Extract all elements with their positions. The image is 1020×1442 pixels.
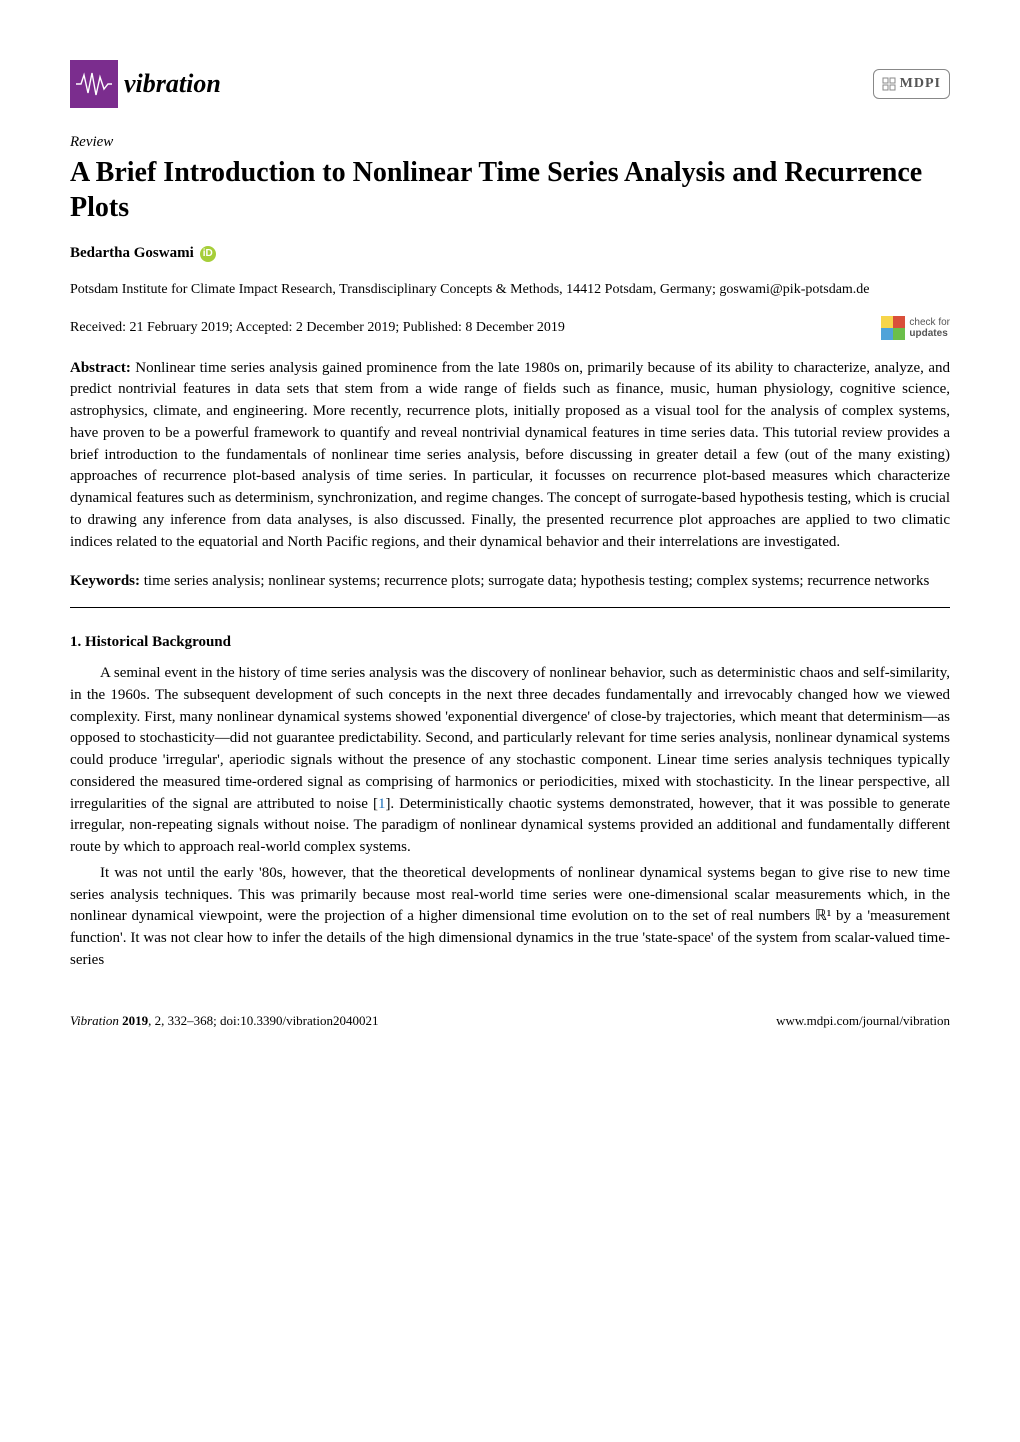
footer-citation: , 2, 332–368; doi:10.3390/vibration20400… bbox=[148, 1013, 378, 1028]
crossmark-text-1: check for bbox=[909, 317, 950, 328]
journal-logo-icon bbox=[70, 60, 118, 108]
para1-part-a: A seminal event in the history of time s… bbox=[70, 665, 950, 812]
body-paragraph-2: It was not until the early '80s, however… bbox=[70, 863, 950, 972]
footer-row: Vibration 2019, 2, 332–368; doi:10.3390/… bbox=[70, 1012, 950, 1030]
crossmark-badge[interactable]: check for updates bbox=[881, 316, 950, 340]
abstract-text: Nonlinear time series analysis gained pr… bbox=[70, 360, 950, 550]
footer-left: Vibration 2019, 2, 332–368; doi:10.3390/… bbox=[70, 1012, 379, 1030]
article-title: A Brief Introduction to Nonlinear Time S… bbox=[70, 155, 950, 225]
section-heading: 1. Historical Background bbox=[70, 632, 950, 653]
affiliation: Potsdam Institute for Climate Impact Res… bbox=[70, 280, 950, 300]
author-row: Bedartha Goswami iD bbox=[70, 243, 950, 264]
publication-dates: Received: 21 February 2019; Accepted: 2 … bbox=[70, 318, 565, 338]
crossmark-q3 bbox=[881, 328, 893, 340]
footer-url[interactable]: www.mdpi.com/journal/vibration bbox=[776, 1012, 950, 1030]
journal-logo: vibration bbox=[70, 60, 221, 108]
dates-row: Received: 21 February 2019; Accepted: 2 … bbox=[70, 316, 950, 340]
body-paragraph-1: A seminal event in the history of time s… bbox=[70, 663, 950, 859]
header-row: vibration MDPI bbox=[70, 60, 950, 108]
keywords-text: time series analysis; nonlinear systems;… bbox=[144, 573, 930, 589]
crossmark-q1 bbox=[881, 316, 893, 328]
journal-name: vibration bbox=[124, 66, 221, 102]
publisher-logo: MDPI bbox=[873, 69, 950, 99]
section-divider bbox=[70, 607, 950, 608]
abstract-label: Abstract: bbox=[70, 360, 131, 376]
crossmark-q4 bbox=[893, 328, 905, 340]
article-type: Review bbox=[70, 132, 950, 153]
crossmark-text-2: updates bbox=[909, 328, 950, 339]
author-name: Bedartha Goswami bbox=[70, 243, 194, 264]
crossmark-icon bbox=[881, 316, 905, 340]
publisher-logo-text: MDPI bbox=[900, 74, 941, 94]
abstract-block: Abstract: Nonlinear time series analysis… bbox=[70, 358, 950, 554]
orcid-icon[interactable]: iD bbox=[200, 246, 216, 262]
footer-journal: Vibration bbox=[70, 1013, 122, 1028]
crossmark-q2 bbox=[893, 316, 905, 328]
keywords-label: Keywords: bbox=[70, 573, 140, 589]
footer-year: 2019 bbox=[122, 1013, 148, 1028]
keywords-block: Keywords: time series analysis; nonlinea… bbox=[70, 571, 950, 593]
